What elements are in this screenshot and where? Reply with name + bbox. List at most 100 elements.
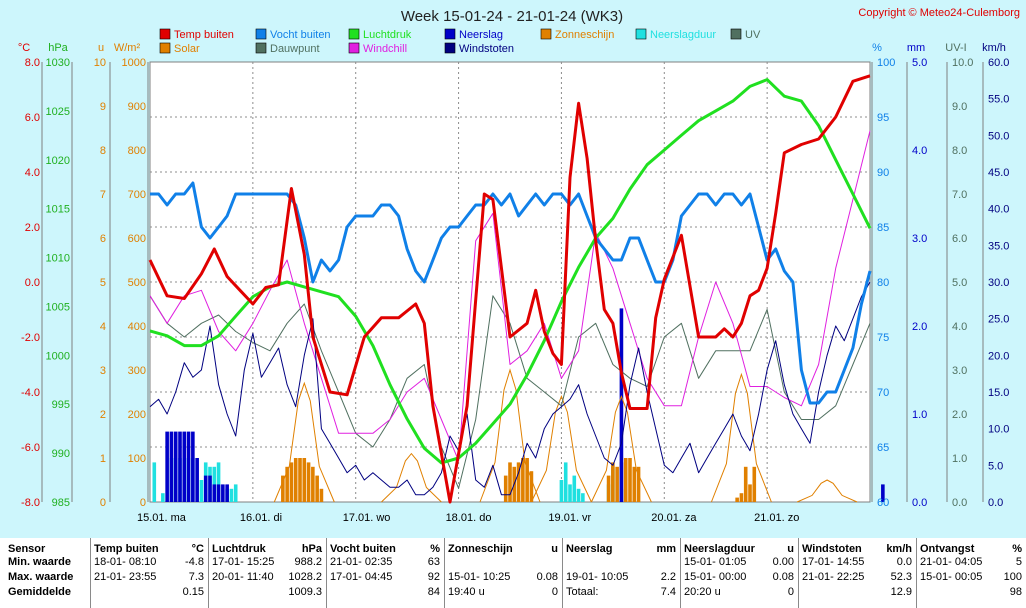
- tick-label-pressure: 1010: [46, 253, 70, 265]
- x-tick-label: 20.01. za: [651, 512, 697, 524]
- solar-peak: [479, 368, 541, 503]
- bar-rain: [881, 484, 885, 502]
- axis-unit-humidity: %: [872, 42, 882, 54]
- tick-label-solar: 0: [140, 497, 146, 509]
- tick-label-temp: -6.0: [21, 442, 40, 454]
- bar-rain: [169, 431, 174, 502]
- legend-swatch: [730, 28, 742, 40]
- bar-rainduration: [559, 480, 564, 502]
- tick-label-humidity: 85: [877, 222, 889, 234]
- tick-label-sunhours: 7: [100, 189, 106, 201]
- table-separator: [326, 538, 327, 608]
- table-value: %: [1012, 543, 1022, 555]
- x-tick-label: 17.01. wo: [343, 512, 391, 524]
- bar-sunshine: [319, 488, 324, 502]
- table-value: 0.15: [182, 586, 204, 598]
- table-label: Sensor: [8, 543, 46, 555]
- table-value: 12.9: [890, 586, 912, 598]
- table-value: %: [430, 543, 440, 555]
- bar-sunshine: [611, 462, 615, 502]
- bar-sunshine: [508, 462, 512, 502]
- table-value: 0.08: [536, 571, 558, 583]
- table-value: mm: [656, 543, 676, 555]
- bar-sunshine: [281, 475, 285, 502]
- legend-swatch: [159, 28, 171, 40]
- legend-label: Windchill: [363, 43, 407, 55]
- table-label: Gemiddelde: [8, 586, 71, 598]
- tick-label-rain: 2.0: [912, 321, 927, 333]
- series-gusts: [149, 281, 871, 496]
- tick-label-sunhours: 4: [100, 321, 106, 333]
- tick-label-pressure: 1030: [46, 57, 70, 69]
- table-label: 17-01- 04:45: [330, 571, 393, 583]
- tick-label-uv: 10.0: [952, 57, 973, 69]
- tick-label-uv: 8.0: [952, 145, 967, 157]
- tick-label-rain: 3.0: [912, 233, 927, 245]
- legend-swatch: [444, 42, 456, 54]
- legend-label: Neerslagduur: [650, 29, 716, 41]
- table-column: Temp buiten °C 18-01- 08:10 -4.8 21-01- 23:5…: [94, 538, 204, 608]
- bar-rainduration: [581, 493, 585, 502]
- bar-sunshine: [285, 466, 289, 502]
- table-label: 21-01- 23:55: [94, 571, 157, 583]
- tick-label-solar: 500: [128, 277, 146, 289]
- tick-label-humidity: 60: [877, 497, 889, 509]
- bar-sunshine: [503, 475, 508, 502]
- legend: Temp buiten Solar Vocht buiten Dauwpunt Luch…: [159, 28, 761, 55]
- table-value: 52.3: [890, 571, 912, 583]
- table-label: Vocht buiten: [330, 543, 396, 555]
- line-layer: [148, 74, 872, 504]
- table-label: 15-01- 00:05: [920, 571, 983, 583]
- bar-rainduration: [572, 475, 577, 502]
- tick-label-temp: 8.0: [25, 57, 40, 69]
- bar-rainduration: [563, 462, 568, 502]
- table-label: 20:20 u: [684, 586, 721, 598]
- series-temp: [148, 74, 871, 504]
- tick-label-sunhours: 8: [100, 145, 106, 157]
- table-label: 17-01- 15:25: [212, 556, 275, 568]
- tick-label-uv: 0.0: [952, 497, 967, 509]
- tick-label-wind: 30.0: [988, 277, 1009, 289]
- bar-rain: [208, 475, 212, 502]
- tick-label-rain: 1.0: [912, 409, 927, 421]
- table-value: 7.3: [188, 571, 204, 583]
- tick-label-temp: -4.0: [21, 387, 40, 399]
- table-column: Ontvangst% 21-01- 04:05 5 15-01- 00:05 100 98: [920, 538, 1022, 608]
- table-column: Vocht buiten% 21-01- 02:35 63 17-01- 04:45 9…: [330, 538, 440, 608]
- table-column: Neerslagduur u 15-01- 01:05 0.00 15-01- 00:0…: [684, 538, 794, 608]
- table-label: 21-01- 04:05: [920, 556, 983, 568]
- table-label: Max. waarde: [8, 571, 74, 583]
- axis-unit-solar: W/m²: [114, 42, 141, 54]
- tick-label-temp: 6.0: [25, 112, 40, 124]
- axis-unit-rain: mm: [907, 42, 925, 54]
- solar-peak: [590, 394, 652, 503]
- legend-label: Dauwpunt: [270, 43, 320, 55]
- table-column: Neerslag mm 19-01- 10:05 2.2 Totaal: 7.4: [566, 538, 676, 608]
- table-label: Neerslag: [566, 543, 613, 555]
- tick-label-rain: 5.0: [912, 57, 927, 69]
- table-value: 98: [1009, 586, 1022, 598]
- bar-sunshine: [752, 466, 757, 502]
- bar-sunshine: [315, 475, 319, 502]
- solar-peak: [530, 394, 592, 503]
- table-value: 100: [1003, 571, 1022, 583]
- tick-label-humidity: 100: [877, 57, 895, 69]
- copyright: Copyright © Meteo24-Culemborg: [858, 7, 1020, 19]
- tick-label-wind: 20.0: [988, 350, 1009, 362]
- solar-peak: [710, 372, 772, 503]
- table-value: km/h: [886, 543, 912, 555]
- tick-label-humidity: 70: [877, 387, 889, 399]
- table-separator: [444, 538, 445, 608]
- x-tick-label: 16.01. di: [240, 512, 282, 524]
- series-windchill: [149, 130, 871, 462]
- table-label: 21-01- 02:35: [330, 556, 393, 568]
- solar-peak: [273, 381, 335, 503]
- bar-layer: [152, 308, 885, 502]
- table-value: 84: [427, 586, 440, 598]
- table-label: 15-01- 01:05: [684, 556, 747, 568]
- tick-label-wind: 5.0: [988, 460, 1003, 472]
- bar-sunshine: [739, 493, 744, 502]
- table-label: Min. waarde: [8, 556, 71, 568]
- tick-label-solar: 400: [128, 321, 146, 333]
- table-column: Windstoten km/h 17-01- 14:55 0.0 21-01- 22:2…: [802, 538, 912, 608]
